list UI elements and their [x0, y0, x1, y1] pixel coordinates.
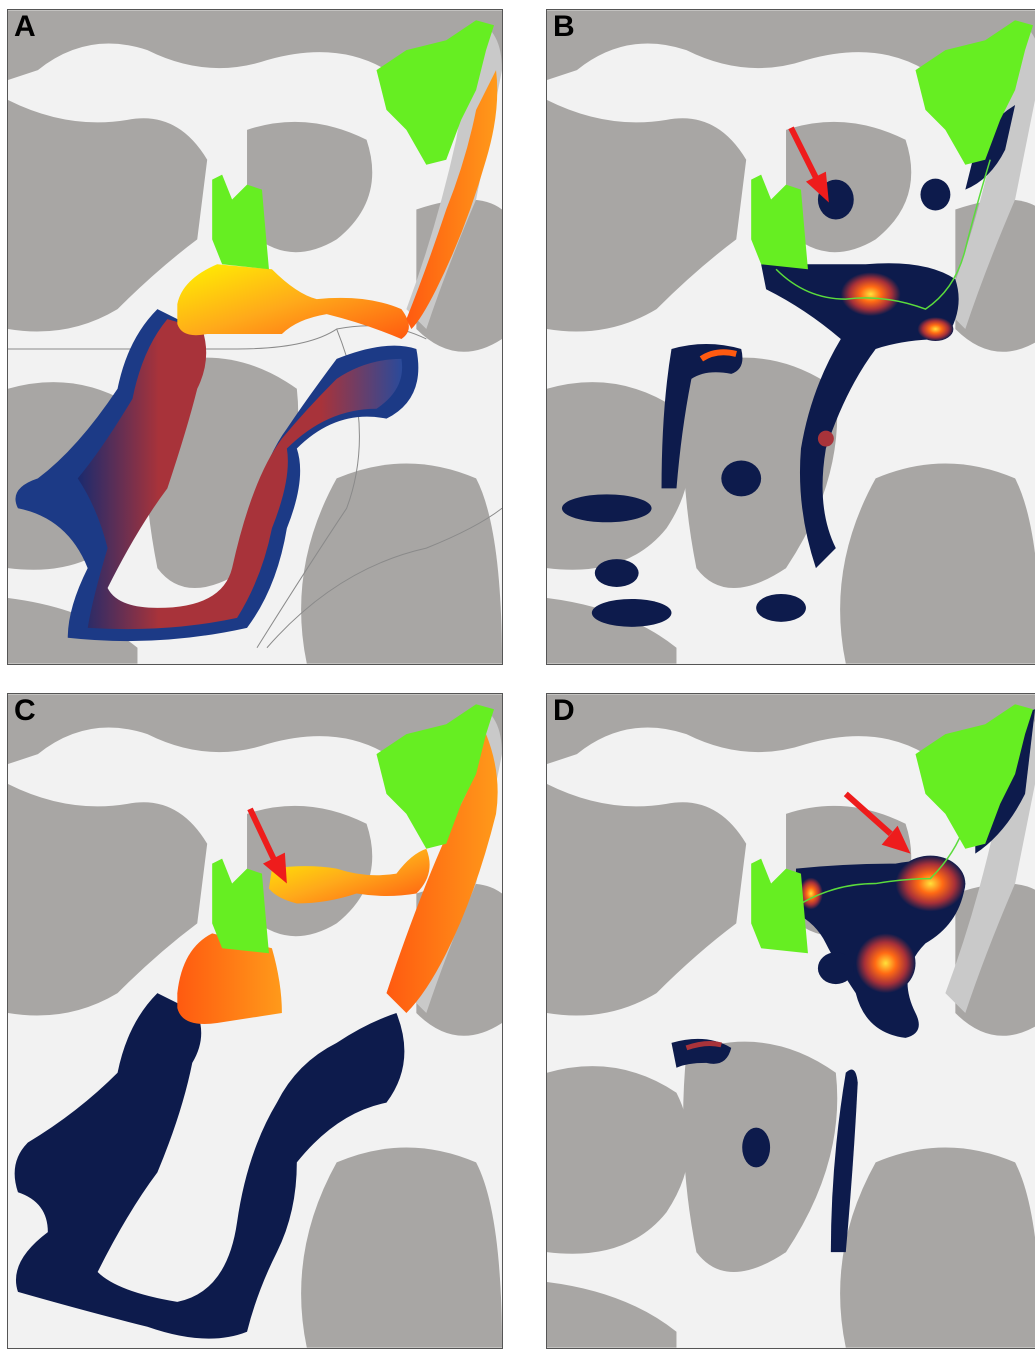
corridor-east	[386, 734, 498, 1014]
protected-area-northeast	[915, 20, 1034, 165]
protected-area-west	[212, 174, 269, 270]
corridor-east	[406, 70, 498, 330]
map-panel-c: C	[7, 693, 503, 1349]
map-panel-d: D	[546, 693, 1035, 1349]
land-cover	[547, 10, 1035, 664]
panel-label: C	[14, 694, 36, 727]
land-cover	[8, 694, 502, 1348]
connector-line	[800, 823, 967, 905]
red-arrow	[247, 807, 287, 884]
corridor-warm	[177, 933, 282, 1024]
map-canvas-b	[547, 10, 1035, 664]
red-arrow	[843, 791, 911, 854]
protected-areas	[751, 20, 1034, 270]
map-canvas-d	[547, 694, 1035, 1348]
protected-area-west	[212, 858, 269, 954]
protected-area-northeast	[915, 704, 1034, 849]
corridor-mid	[77, 319, 403, 630]
map-canvas-a	[8, 10, 502, 664]
protected-area-west	[751, 858, 808, 954]
protected-areas	[212, 20, 495, 270]
corridor-map	[15, 70, 498, 642]
panel-label: A	[14, 10, 36, 43]
protected-areas	[751, 704, 1034, 954]
connector-line	[775, 159, 991, 310]
centrality-hotspots	[685, 855, 966, 1051]
map-canvas-c	[8, 694, 502, 1348]
centrality-patches	[561, 104, 1016, 627]
red-arrow	[788, 126, 829, 203]
corridor-map	[14, 734, 498, 1339]
panel-label: B	[553, 10, 575, 43]
protected-area-northeast	[376, 20, 495, 165]
protected-areas	[212, 704, 495, 954]
protected-area-west	[751, 174, 808, 270]
river	[406, 20, 502, 330]
protected-area-northeast	[376, 704, 495, 849]
map-panel-b: B	[546, 9, 1035, 665]
river	[945, 20, 1035, 330]
corridor-low	[14, 993, 405, 1339]
map-panel-a: A	[7, 9, 503, 665]
centrality-hotspots	[699, 272, 954, 447]
corridor-warm	[177, 264, 409, 339]
panel-label: D	[553, 694, 575, 727]
corridor-low	[15, 309, 419, 642]
corridor-hot	[268, 848, 430, 904]
